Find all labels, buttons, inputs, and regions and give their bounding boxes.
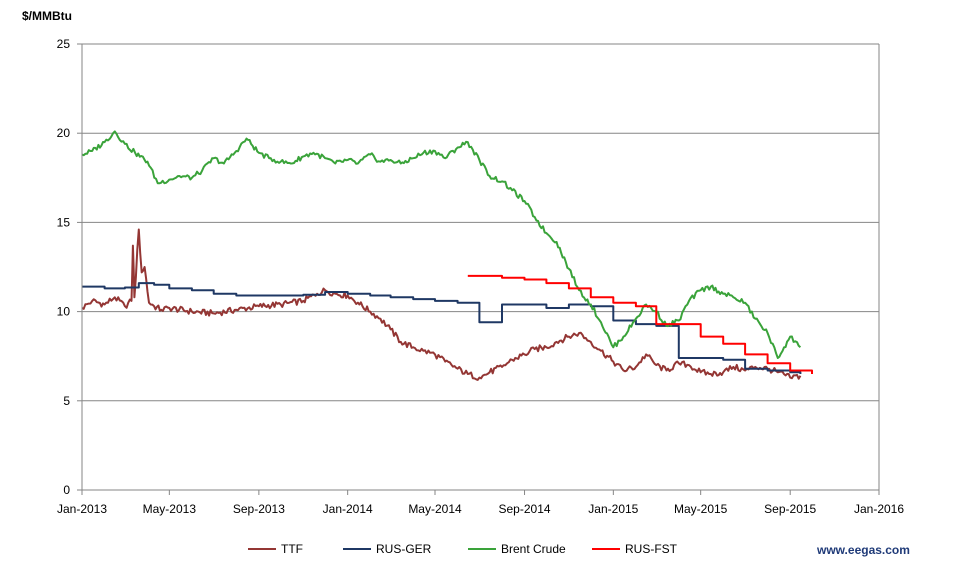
- x-tick-labels: Jan-2013 May-2013 Sep-2013 Jan-2014 May-2014…: [57, 502, 904, 516]
- y-tick-label: 0: [63, 483, 70, 497]
- site-credit: www.eegas.com: [816, 543, 910, 557]
- y-tick-label: 20: [57, 126, 71, 140]
- x-tick-label: Jan-2016: [854, 502, 904, 516]
- gridlines: [82, 43, 879, 402]
- y-tick-label: 25: [57, 37, 71, 51]
- y-tick-label: 10: [57, 305, 71, 319]
- legend-label-rus-fst: RUS-FST: [625, 542, 678, 556]
- axes: [77, 43, 880, 495]
- x-tick-label: Sep-2015: [764, 502, 816, 516]
- x-tick-label: May-2014: [408, 502, 462, 516]
- series-line-brent-crude: [81, 130, 802, 359]
- series-line-rus-fst: [467, 274, 813, 374]
- legend-label-brent-crude: Brent Crude: [501, 542, 566, 556]
- x-tick-label: Jan-2013: [57, 502, 107, 516]
- series-line-ttf: [81, 228, 802, 381]
- series-line-rus-ger: [82, 282, 802, 374]
- x-tick-label: Sep-2014: [499, 502, 551, 516]
- x-tick-label: Jan-2014: [323, 502, 373, 516]
- x-tick-label: Jan-2015: [588, 502, 638, 516]
- legend: TTF RUS-GER Brent Crude RUS-FST: [248, 542, 678, 556]
- legend-label-ttf: TTF: [281, 542, 303, 556]
- y-tick-labels: 0 5 10 15 20 25: [57, 37, 71, 497]
- y-tick-label: 15: [57, 215, 71, 229]
- y-tick-label: 5: [63, 394, 70, 408]
- y-axis-label: $/MMBtu: [22, 9, 72, 23]
- legend-label-rus-ger: RUS-GER: [376, 542, 432, 556]
- x-tick-label: May-2015: [674, 502, 728, 516]
- series-lines: [81, 130, 813, 381]
- x-tick-label: Sep-2013: [233, 502, 285, 516]
- x-tick-label: May-2013: [143, 502, 197, 516]
